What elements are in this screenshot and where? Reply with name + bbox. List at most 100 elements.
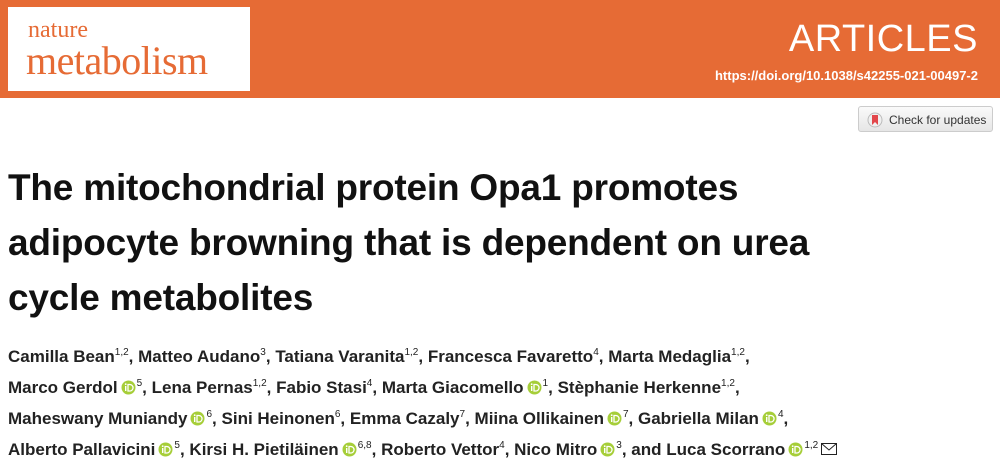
affiliation: 1,2 bbox=[721, 378, 735, 389]
author-name: Maheswany Muniandy bbox=[8, 409, 188, 428]
orcid-icon[interactable] bbox=[607, 411, 622, 426]
separator: , bbox=[340, 409, 346, 428]
author[interactable]: Kirsi H. Pietiläinen 6,8 bbox=[189, 440, 371, 459]
affiliation: 1,2 bbox=[114, 347, 129, 358]
orcid-icon[interactable] bbox=[762, 411, 777, 426]
author-name: Camilla Bean bbox=[8, 347, 115, 366]
author-name: Stèphanie Herkenne bbox=[557, 378, 722, 397]
affiliation: 5 bbox=[174, 440, 180, 451]
journal-logo[interactable]: nature metabolism bbox=[8, 7, 250, 91]
author[interactable]: Alberto Pallavicini 5 bbox=[8, 440, 180, 459]
journal-name-top: nature bbox=[28, 17, 88, 43]
author-name: Marta Giacomello bbox=[381, 378, 524, 397]
separator: , bbox=[628, 409, 634, 428]
affiliation: 3 bbox=[616, 440, 622, 451]
separator: , bbox=[418, 347, 424, 366]
title-line: cycle metabolites bbox=[8, 277, 314, 318]
separator: , bbox=[621, 440, 627, 459]
affiliation: 4 bbox=[777, 409, 784, 420]
affiliation: 1,2 bbox=[404, 347, 419, 358]
author-name: Marco Gerdol bbox=[8, 378, 118, 397]
author-list: Camilla Bean1,2, Matteo Audano3, Tatiana… bbox=[8, 341, 838, 465]
author-name: Tatiana Varanita bbox=[275, 347, 405, 366]
affiliation: 7 bbox=[459, 409, 466, 420]
separator: , bbox=[465, 409, 470, 428]
affiliation: 6 bbox=[334, 409, 341, 420]
separator: , bbox=[504, 440, 510, 459]
affiliation: 4 bbox=[593, 347, 599, 358]
separator: , bbox=[265, 347, 271, 366]
author[interactable]: Miina Ollikainen 7 bbox=[475, 409, 629, 428]
author-line: Alberto Pallavicini 5, Kirsi H. Pietiläin… bbox=[8, 434, 838, 465]
check-updates-text: Check for updates bbox=[889, 113, 987, 127]
separator: , bbox=[734, 378, 740, 397]
author-name: Nico Mitro bbox=[514, 440, 598, 459]
affiliation: 1,2 bbox=[252, 378, 267, 389]
orcid-icon[interactable] bbox=[788, 442, 803, 457]
author-name: Luca Scorrano bbox=[666, 440, 786, 459]
email-icon[interactable] bbox=[821, 443, 838, 455]
separator: , bbox=[179, 440, 185, 459]
author[interactable]: Emma Cazaly7 bbox=[350, 409, 465, 428]
title-line: adipocyte browning that is dependent on … bbox=[8, 222, 810, 263]
author[interactable]: Luca Scorrano 1,2 bbox=[666, 440, 838, 459]
author[interactable]: Camilla Bean1,2 bbox=[8, 347, 129, 366]
orcid-icon[interactable] bbox=[121, 380, 136, 395]
author-name: Marta Medaglia bbox=[608, 347, 732, 366]
author[interactable]: Maheswany Muniandy 6 bbox=[8, 409, 212, 428]
doi-link[interactable]: https://doi.org/10.1038/s42255-021-00497… bbox=[714, 68, 978, 83]
author[interactable]: Marco Gerdol 5 bbox=[8, 378, 142, 397]
separator: , bbox=[212, 409, 217, 428]
orcid-icon[interactable] bbox=[600, 442, 615, 457]
orcid-icon[interactable] bbox=[527, 380, 542, 395]
conjunction: and bbox=[631, 440, 662, 459]
separator: , bbox=[548, 378, 553, 397]
author-name: Fabio Stasi bbox=[276, 378, 367, 397]
check-icon bbox=[867, 112, 883, 128]
check-updates-button[interactable]: Check for updates bbox=[858, 106, 993, 132]
author[interactable]: Francesca Favaretto4 bbox=[428, 347, 599, 366]
affiliation: 4 bbox=[366, 378, 373, 389]
author-name: Miina Ollikainen bbox=[474, 409, 604, 428]
separator: , bbox=[744, 347, 750, 366]
affiliation: 4 bbox=[499, 440, 505, 451]
affiliation: 1,2 bbox=[731, 347, 745, 358]
author-name: Emma Cazaly bbox=[349, 409, 460, 428]
affiliation: 1,2 bbox=[804, 440, 819, 451]
author[interactable]: Nico Mitro 3 bbox=[514, 440, 622, 459]
author-name: Roberto Vettor bbox=[381, 440, 500, 459]
author-name: Francesca Favaretto bbox=[427, 347, 594, 366]
author[interactable]: Sini Heinonen6 bbox=[222, 409, 341, 428]
author-name: Gabriella Milan bbox=[638, 409, 759, 428]
author-name: Matteo Audano bbox=[138, 347, 261, 366]
author-line: Marco Gerdol 5, Lena Pernas1,2, Fabio Sta… bbox=[8, 372, 837, 403]
orcid-icon[interactable] bbox=[342, 442, 357, 457]
separator: , bbox=[142, 378, 147, 397]
separator: , bbox=[128, 347, 134, 366]
author[interactable]: Tatiana Varanita1,2 bbox=[275, 347, 418, 366]
author-name: Lena Pernas bbox=[151, 378, 253, 397]
author[interactable]: Marta Medaglia1,2 bbox=[608, 347, 745, 366]
orcid-icon[interactable] bbox=[158, 442, 173, 457]
author[interactable]: Matteo Audano3 bbox=[138, 347, 266, 366]
separator: , bbox=[266, 378, 272, 397]
author[interactable]: Fabio Stasi4 bbox=[276, 378, 372, 397]
author-name: Kirsi H. Pietiläinen bbox=[189, 440, 339, 459]
journal-name-bottom: metabolism bbox=[26, 38, 208, 83]
author-name: Sini Heinonen bbox=[221, 409, 335, 428]
author-line: Camilla Bean1,2, Matteo Audano3, Tatiana… bbox=[8, 341, 837, 372]
author[interactable]: Stèphanie Herkenne1,2 bbox=[558, 378, 735, 397]
orcid-icon[interactable] bbox=[190, 411, 205, 426]
author[interactable]: Lena Pernas1,2 bbox=[152, 378, 267, 397]
affiliation: 5 bbox=[136, 378, 143, 389]
separator: , bbox=[783, 409, 789, 428]
separator: , bbox=[598, 347, 604, 366]
separator: , bbox=[371, 440, 377, 459]
author[interactable]: Marta Giacomello 1 bbox=[382, 378, 548, 397]
author[interactable]: Roberto Vettor4 bbox=[381, 440, 505, 459]
affiliation: 6,8 bbox=[357, 440, 372, 451]
header-band: nature metabolism ARTICLES https://doi.o… bbox=[0, 0, 1000, 98]
section-label: ARTICLES bbox=[788, 18, 978, 60]
author[interactable]: Gabriella Milan 4 bbox=[638, 409, 784, 428]
